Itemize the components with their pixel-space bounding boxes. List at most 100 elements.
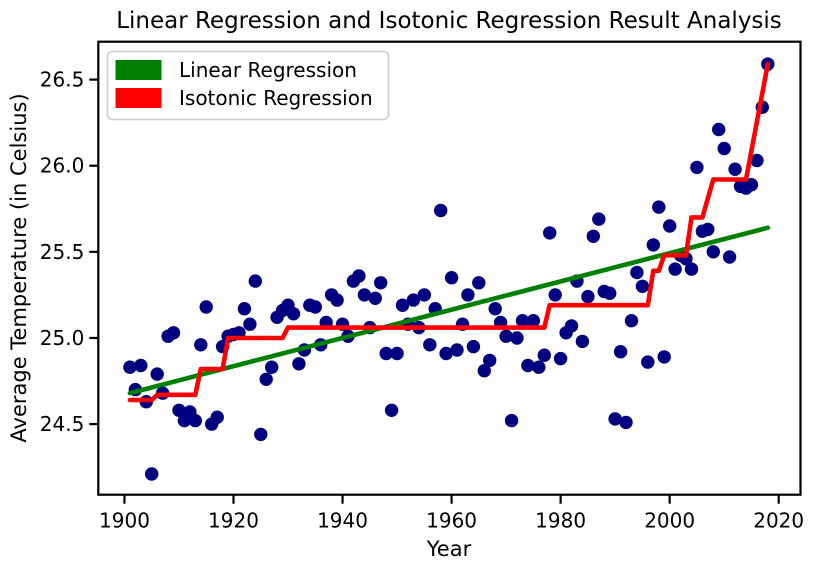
legend-frame: [106, 50, 390, 121]
scatter-point: [188, 413, 202, 428]
scatter-point: [254, 427, 268, 442]
x-tick-label: 2000: [644, 509, 695, 533]
scatter-point: [379, 346, 393, 361]
legend-label-isotonic-regression: Isotonic Regression: [179, 86, 373, 110]
scatter-point: [635, 279, 650, 293]
scatter-point: [483, 353, 497, 368]
chart-title: Linear Regression and Isotonic Regressio…: [116, 8, 782, 34]
scatter-point: [368, 291, 382, 305]
scatter-point: [450, 343, 464, 357]
scatter-point: [504, 413, 519, 428]
scatter-point: [374, 276, 388, 290]
scatter-point: [619, 415, 633, 430]
scatter-point: [194, 338, 208, 352]
scatter-point: [668, 262, 682, 276]
scatter-point: [608, 412, 622, 426]
scatter-point: [499, 329, 513, 343]
scatter-point: [592, 212, 606, 226]
scatter-point: [722, 250, 737, 264]
scatter-point: [134, 358, 148, 373]
scatter-point: [548, 288, 562, 302]
plot-area-border: [97, 40, 802, 496]
scatter-point: [210, 410, 224, 424]
scatter-point: [712, 122, 726, 137]
scatter-point: [646, 238, 660, 252]
scatter-point: [472, 276, 486, 290]
scatter-point: [581, 289, 595, 304]
scatter-point: [641, 355, 655, 369]
scatter-point: [652, 200, 666, 214]
scatter-point: [357, 288, 372, 302]
y-tick-label: 25.5: [40, 240, 85, 264]
scatter-point: [466, 339, 481, 354]
y-axis: 24.5 25.0 25.5 26.0 26.5: [40, 68, 99, 436]
legend-label-linear-regression: Linear Regression: [179, 58, 357, 82]
scatter-point: [564, 319, 579, 333]
x-axis-label: Year: [426, 537, 472, 561]
x-tick-label: 1900: [99, 509, 150, 533]
scatter-point: [521, 358, 535, 373]
scatter-point: [423, 338, 437, 352]
scatter-point: [199, 300, 213, 314]
scatter-point: [461, 288, 475, 302]
scatter-point: [477, 364, 491, 378]
x-tick-label: 1960: [426, 509, 477, 533]
scatter-point: [286, 307, 301, 321]
scatter-point: [237, 302, 252, 316]
y-tick-label: 24.5: [40, 412, 85, 436]
scatter-point: [630, 265, 644, 280]
scatter-point: [166, 326, 181, 340]
scatter-point: [553, 351, 568, 366]
y-tick-label: 26.5: [40, 68, 85, 92]
scatter-point: [172, 403, 186, 417]
scatter-point: [488, 302, 502, 316]
scatter-point: [603, 286, 617, 300]
scatter-point: [706, 245, 720, 259]
isotonic-regression-line: [127, 61, 771, 403]
scatter-point: [657, 350, 671, 364]
scatter-point: [684, 262, 699, 276]
scatter-point: [701, 222, 715, 237]
scatter-point: [510, 331, 524, 345]
scatter-point: [248, 274, 262, 288]
scatter-point: [586, 229, 600, 243]
scatter-point: [543, 226, 557, 240]
scatter-point: [123, 360, 137, 374]
scatter-point: [406, 293, 421, 307]
x-tick-label: 1920: [208, 509, 259, 533]
scatter-point: [150, 367, 164, 381]
scatter-point: [384, 403, 399, 417]
scatter-point: [390, 346, 404, 361]
legend-swatch-isotonic-regression: [115, 88, 162, 108]
x-axis: 1900 1920 1940 1960 1980 2000 2020: [99, 494, 804, 533]
scatter-point: [532, 360, 546, 374]
linear-regression-line: [127, 225, 771, 396]
scatter-point: [663, 219, 677, 233]
scatter-point: [265, 360, 279, 374]
scatter-point: [308, 300, 322, 314]
scatter-point: [750, 153, 764, 168]
scatter-point: [434, 203, 448, 218]
legend: Linear Regression Isotonic Regression: [106, 50, 390, 121]
x-tick-label: 1940: [317, 509, 368, 533]
scatter-point: [613, 345, 628, 359]
scatter-point: [728, 162, 742, 176]
scatter-point: [243, 317, 257, 331]
scatter-point: [575, 334, 590, 349]
scatter-point: [537, 348, 551, 362]
scatter-point: [515, 314, 530, 328]
scatter-point: [444, 271, 459, 285]
scatter-point: [292, 357, 306, 371]
legend-swatch-linear-regression: [115, 60, 162, 80]
x-tick-label: 1980: [535, 509, 586, 533]
scatter-point: [259, 372, 273, 386]
scatter-point: [417, 288, 431, 302]
scatter-point: [717, 141, 731, 156]
scatter-point: [145, 467, 159, 481]
scatter-point: [439, 346, 453, 361]
x-tick-label: 2020: [753, 509, 804, 533]
scatter-point: [526, 314, 541, 328]
y-tick-label: 26.0: [40, 154, 85, 178]
